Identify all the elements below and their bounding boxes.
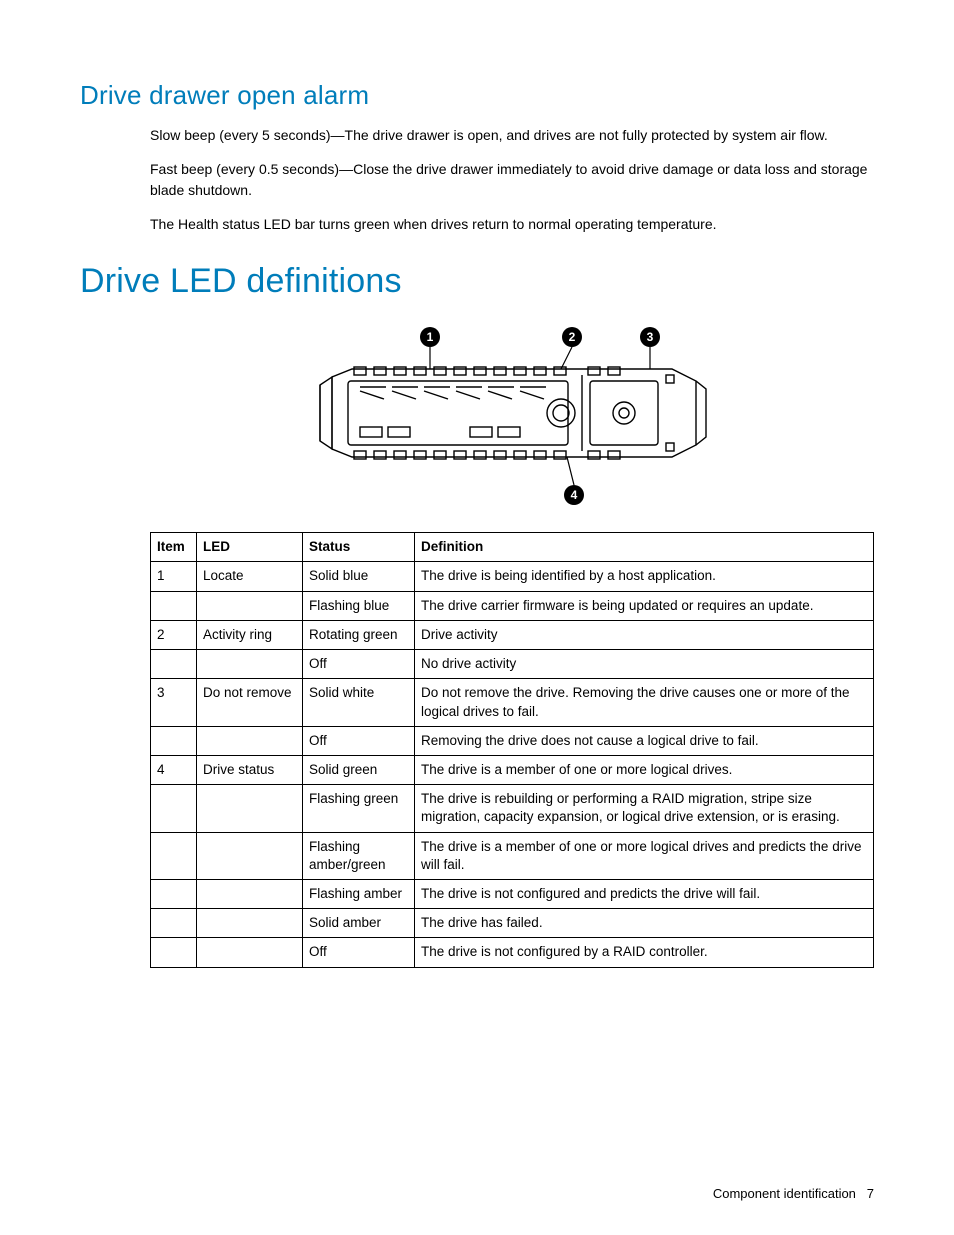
callout-number: 1 [427,330,434,344]
cell-led [197,938,303,967]
cell-definition: Do not remove the drive. Removing the dr… [415,679,874,726]
cell-item [151,938,197,967]
callout-number: 2 [569,330,576,344]
footer-section: Component identification [713,1186,856,1201]
led-body: 1234 Item LED Status Definition 1LocateS… [150,319,874,968]
cell-item: 3 [151,679,197,726]
cell-item [151,832,197,879]
table-row: 4Drive statusSolid greenThe drive is a m… [151,755,874,784]
table-row: 1LocateSolid blueThe drive is being iden… [151,562,874,591]
cell-item: 4 [151,755,197,784]
cell-status: Off [303,726,415,755]
cell-definition: The drive is being identified by a host … [415,562,874,591]
page-footer: Component identification 7 [713,1186,874,1201]
cell-led [197,726,303,755]
cell-item [151,650,197,679]
table-row: Flashing amber/greenThe drive is a membe… [151,832,874,879]
cell-definition: The drive has failed. [415,909,874,938]
cell-item [151,785,197,832]
callout-number: 4 [571,488,578,502]
callout-number: 3 [647,330,654,344]
alarm-p1: Slow beep (every 5 seconds)—The drive dr… [150,125,874,145]
table-row: Solid amberThe drive has failed. [151,909,874,938]
col-definition: Definition [415,533,874,562]
table-header-row: Item LED Status Definition [151,533,874,562]
cell-definition: The drive is not configured by a RAID co… [415,938,874,967]
cell-led: Drive status [197,755,303,784]
cell-status: Solid blue [303,562,415,591]
cell-definition: The drive is a member of one or more log… [415,832,874,879]
cell-status: Off [303,938,415,967]
table-row: OffRemoving the drive does not cause a l… [151,726,874,755]
page: Drive drawer open alarm Slow beep (every… [0,0,954,1008]
cell-led [197,832,303,879]
cell-item [151,726,197,755]
cell-status: Off [303,650,415,679]
cell-led [197,909,303,938]
cell-definition: The drive is not configured and predicts… [415,880,874,909]
cell-definition: No drive activity [415,650,874,679]
table-row: 2Activity ringRotating greenDrive activi… [151,620,874,649]
cell-status: Solid white [303,679,415,726]
table-row: OffNo drive activity [151,650,874,679]
cell-led: Activity ring [197,620,303,649]
table-row: OffThe drive is not configured by a RAID… [151,938,874,967]
footer-page-number: 7 [867,1186,874,1201]
cell-definition: The drive carrier firmware is being upda… [415,591,874,620]
table-row: 3Do not removeSolid whiteDo not remove t… [151,679,874,726]
cell-item [151,909,197,938]
cell-status: Flashing green [303,785,415,832]
cell-definition: The drive is a member of one or more log… [415,755,874,784]
drive-diagram-svg: 1 2 3 4 [302,319,722,509]
table-row: Flashing amberThe drive is not configure… [151,880,874,909]
cell-led [197,591,303,620]
led-table: Item LED Status Definition 1LocateSolid … [150,532,874,968]
cell-status: Flashing blue [303,591,415,620]
cell-led [197,880,303,909]
drive-diagram: 1 2 3 4 [150,319,874,514]
cell-item [151,880,197,909]
cell-definition: Removing the drive does not cause a logi… [415,726,874,755]
alarm-p2: Fast beep (every 0.5 seconds)—Close the … [150,159,874,200]
cell-item: 2 [151,620,197,649]
heading-alarm: Drive drawer open alarm [80,80,874,111]
col-status: Status [303,533,415,562]
alarm-body: Slow beep (every 5 seconds)—The drive dr… [150,125,874,234]
cell-status: Flashing amber [303,880,415,909]
cell-led [197,785,303,832]
cell-status: Solid amber [303,909,415,938]
cell-status: Flashing amber/green [303,832,415,879]
heading-led: Drive LED definitions [80,262,874,301]
cell-status: Rotating green [303,620,415,649]
cell-definition: The drive is rebuilding or performing a … [415,785,874,832]
cell-definition: Drive activity [415,620,874,649]
col-item: Item [151,533,197,562]
cell-status: Solid green [303,755,415,784]
table-row: Flashing greenThe drive is rebuilding or… [151,785,874,832]
table-row: Flashing blueThe drive carrier firmware … [151,591,874,620]
cell-led: Locate [197,562,303,591]
cell-item: 1 [151,562,197,591]
cell-led [197,650,303,679]
alarm-p3: The Health status LED bar turns green wh… [150,214,874,234]
cell-item [151,591,197,620]
cell-led: Do not remove [197,679,303,726]
col-led: LED [197,533,303,562]
